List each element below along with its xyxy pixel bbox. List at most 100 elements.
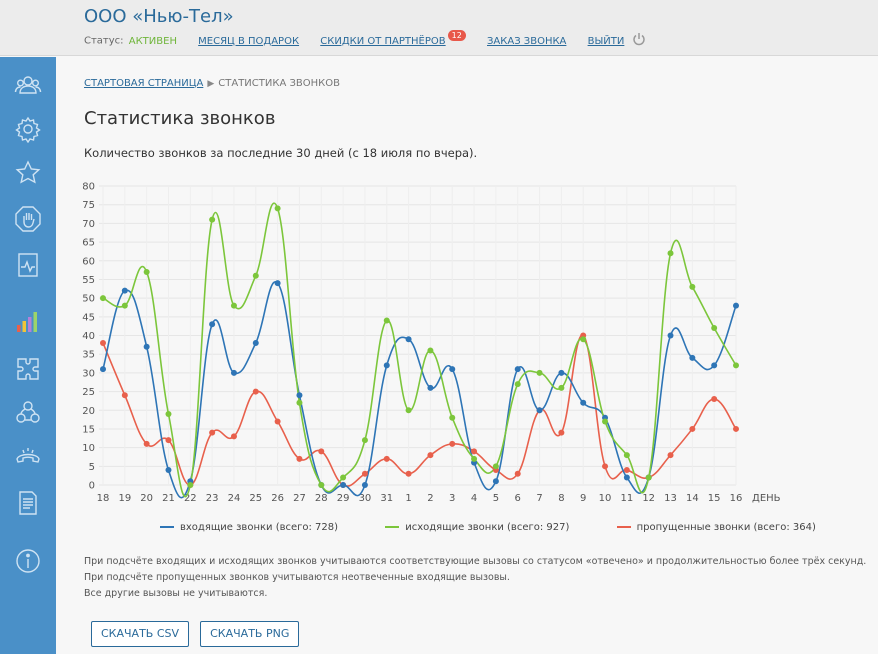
series-line-1 — [102, 202, 737, 498]
data-point-0 — [580, 399, 587, 406]
data-point-1 — [733, 362, 739, 369]
data-point-0 — [121, 287, 128, 294]
data-point-1 — [514, 381, 521, 388]
y-tick-label: 0 — [89, 481, 95, 492]
data-point-2 — [100, 339, 106, 346]
data-point-1 — [318, 482, 325, 488]
x-tick-label: 23 — [206, 493, 219, 504]
sidebar-info-icon[interactable] — [0, 539, 56, 583]
status-label: Статус: — [84, 35, 124, 47]
data-point-2 — [143, 440, 150, 447]
x-tick-label: 30 — [359, 493, 372, 504]
nav-gift-month[interactable]: МЕСЯЦ В ПОДАРОК — [198, 35, 300, 47]
data-point-0 — [689, 354, 696, 361]
x-tick-label: 13 — [664, 493, 677, 504]
x-tick-label: 31 — [380, 493, 393, 504]
data-point-0 — [361, 482, 368, 488]
breadcrumb-current: СТАТИСТИКА ЗВОНКОВ — [218, 78, 340, 89]
sidebar-gear-icon[interactable] — [0, 107, 56, 151]
calls-chart: 0 5 10 15 20 25 30 35 40 45 50 55 60 65 70 75 80 18 19 20 21… — [76, 176, 786, 506]
y-tick-label: 75 — [82, 200, 95, 211]
data-point-1 — [645, 474, 652, 481]
sidebar-bar-chart-icon[interactable] — [0, 299, 56, 343]
data-point-2 — [471, 448, 478, 455]
y-tick-label: 65 — [82, 238, 95, 249]
data-point-0 — [623, 474, 630, 481]
sidebar-document-icon[interactable] — [0, 481, 56, 525]
data-point-2 — [667, 452, 674, 459]
nav-partner-discounts[interactable]: СКИДКИ ОТ ПАРТНЁРОВ — [320, 35, 446, 47]
x-tick-label: 16 — [730, 493, 743, 504]
x-axis-label: ДЕНЬ — [752, 493, 781, 504]
legend-item-missed[interactable]: пропущенные звонки (всего: 364) — [616, 522, 816, 533]
x-tick-label: 7 — [536, 493, 542, 504]
data-point-2 — [449, 440, 456, 447]
data-point-1 — [296, 399, 303, 406]
sidebar-users-icon[interactable] — [0, 63, 56, 107]
data-point-2 — [602, 463, 609, 470]
company-name: ООО «Нью-Тел» — [84, 6, 234, 27]
data-point-2 — [121, 392, 128, 399]
data-point-1 — [274, 205, 281, 212]
y-tick-label: 30 — [82, 368, 95, 379]
y-tick-label: 25 — [82, 387, 95, 398]
sidebar-phone-icon[interactable] — [0, 435, 56, 479]
legend-swatch-outgoing — [385, 526, 400, 528]
nav-logout[interactable]: ВЫЙТИ — [587, 35, 625, 47]
data-point-2 — [405, 470, 412, 477]
legend-label-incoming: входящие звонки (всего: 728) — [180, 522, 339, 533]
data-point-1 — [427, 347, 434, 354]
data-point-0 — [252, 339, 259, 346]
legend-item-outgoing[interactable]: исходящие звонки (всего: 927) — [385, 522, 569, 533]
data-point-1 — [165, 410, 172, 417]
y-tick-label: 10 — [82, 443, 95, 454]
breadcrumb-home[interactable]: СТАРТОВАЯ СТРАНИЦА — [84, 78, 204, 89]
x-tick-label: 25 — [249, 493, 262, 504]
data-point-2 — [274, 418, 281, 425]
y-tick-label: 45 — [82, 312, 95, 323]
x-tick-label: 2 — [427, 493, 433, 504]
sidebar-pulse-icon[interactable] — [0, 243, 56, 287]
sidebar-hand-stop-icon[interactable] — [0, 197, 56, 241]
data-point-2 — [230, 433, 237, 440]
download-png-button[interactable]: СКАЧАТЬ PNG — [200, 621, 300, 647]
download-csv-button[interactable]: СКАЧАТЬ CSV — [91, 621, 190, 647]
data-point-1 — [121, 302, 128, 309]
page-subtitle: Количество звонков за последние 30 дней … — [84, 146, 478, 160]
partners-badge: 12 — [447, 29, 466, 41]
data-point-0 — [492, 478, 499, 485]
data-point-0 — [514, 366, 521, 373]
data-point-1 — [711, 325, 718, 332]
notes: При подсчёте входящих и исходящих звонко… — [84, 554, 866, 602]
data-point-0 — [274, 280, 281, 287]
x-tick-label: 5 — [493, 493, 499, 504]
y-tick-label: 80 — [82, 182, 95, 193]
data-point-2 — [558, 429, 565, 436]
x-tick-label: 11 — [620, 493, 633, 504]
data-point-0 — [383, 362, 390, 369]
y-tick-label: 20 — [82, 406, 95, 417]
sidebar-puzzle-icon[interactable] — [0, 347, 56, 391]
x-tick-label: 8 — [558, 493, 564, 504]
power-icon[interactable] — [632, 32, 646, 49]
data-point-1 — [689, 283, 696, 290]
data-point-2 — [296, 455, 303, 462]
data-point-1 — [580, 336, 587, 343]
data-point-2 — [733, 425, 739, 432]
x-tick-label: 22 — [184, 493, 197, 504]
x-tick-label: 10 — [599, 493, 612, 504]
data-point-2 — [252, 388, 259, 395]
x-tick-label: 12 — [642, 493, 655, 504]
sidebar-network-icon[interactable] — [0, 391, 56, 435]
nav-order-call[interactable]: ЗАКАЗ ЗВОНКА — [487, 35, 567, 47]
data-point-0 — [100, 366, 106, 373]
sidebar-star-icon[interactable] — [0, 151, 56, 195]
legend-item-incoming[interactable]: входящие звонки (всего: 728) — [160, 522, 338, 533]
data-point-1 — [209, 216, 216, 223]
data-point-2 — [209, 429, 216, 436]
x-tick-label: 24 — [228, 493, 241, 504]
data-point-1 — [187, 482, 194, 488]
data-point-0 — [405, 336, 412, 343]
note-line: При подсчёте пропущенных звонков учитыва… — [84, 572, 510, 583]
